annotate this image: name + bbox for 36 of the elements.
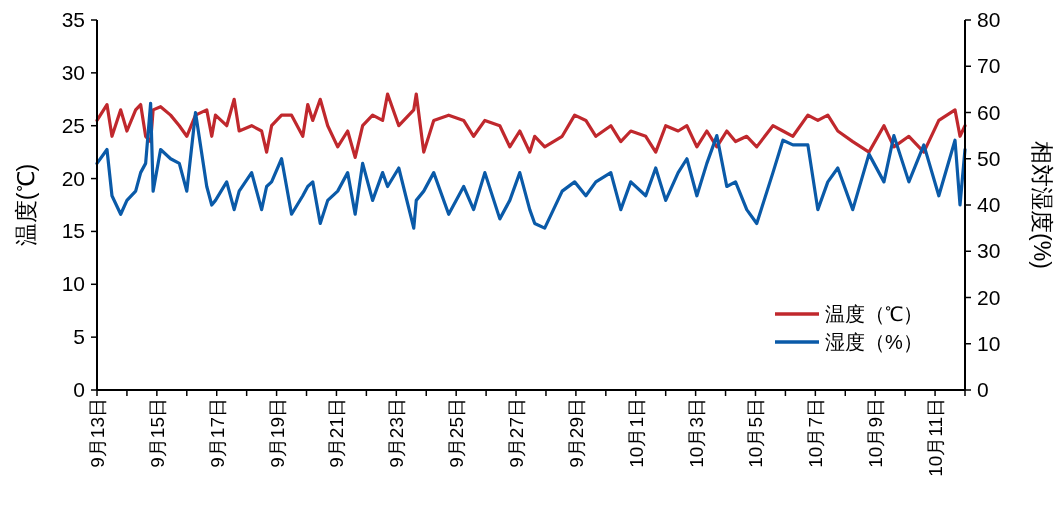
x-tick-label: 9月27日 <box>506 398 528 468</box>
y-tick-label: 25 <box>61 113 85 137</box>
y2-tick-label: 30 <box>977 239 1001 263</box>
y2-tick-label: 40 <box>977 193 1001 216</box>
y2-axis-title: 相対湿度(%) <box>1029 141 1055 269</box>
y2-tick-label: 10 <box>977 331 1001 355</box>
y-tick-label: 35 <box>61 8 85 31</box>
y-tick-label: 10 <box>61 272 85 296</box>
x-tick-label: 10月7日 <box>805 398 827 468</box>
x-tick-label: 9月15日 <box>146 398 168 468</box>
x-tick-label: 9月13日 <box>87 398 108 468</box>
legend-label: 湿度（%） <box>825 331 923 353</box>
y-tick-label: 15 <box>61 219 85 243</box>
y-axis-title: 温度(℃) <box>13 163 39 247</box>
x-tick-label: 10月3日 <box>685 398 707 468</box>
y2-tick-label: 50 <box>977 146 1001 170</box>
y2-tick-label: 70 <box>977 54 1001 78</box>
y2-tick-label: 60 <box>977 100 1001 124</box>
y-tick-label: 5 <box>73 325 85 349</box>
y-tick-label: 20 <box>61 166 85 190</box>
y2-tick-label: 20 <box>977 285 1001 309</box>
legend-label: 温度（℃） <box>825 303 923 325</box>
x-tick-label: 10月11日 <box>925 398 947 477</box>
y2-tick-label: 0 <box>977 378 989 401</box>
x-tick-label: 9月21日 <box>326 398 348 468</box>
x-tick-label: 9月29日 <box>565 398 587 468</box>
x-tick-label: 9月19日 <box>266 398 288 468</box>
x-tick-label: 9月17日 <box>206 398 228 468</box>
y-tick-label: 0 <box>73 378 85 401</box>
x-tick-label: 10月9日 <box>865 398 887 468</box>
y2-tick-label: 80 <box>977 8 1001 31</box>
x-tick-label: 9月25日 <box>446 398 468 468</box>
x-tick-label: 10月5日 <box>745 398 767 468</box>
y-tick-label: 30 <box>61 60 85 84</box>
x-tick-label: 10月1日 <box>625 398 647 468</box>
x-tick-label: 9月23日 <box>386 398 408 468</box>
